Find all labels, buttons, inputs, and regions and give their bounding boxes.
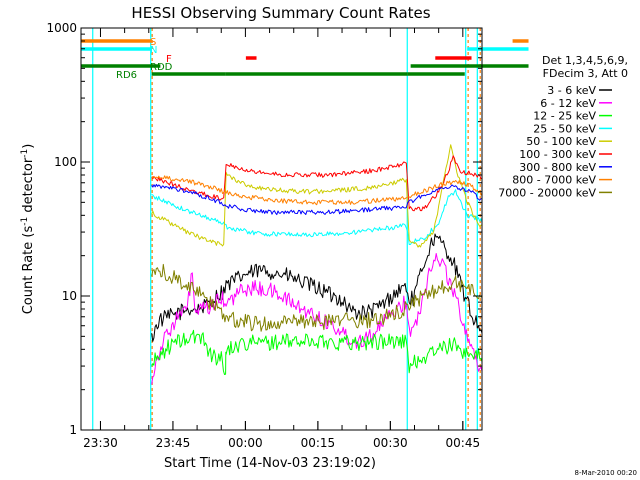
y-tick-label: 1 bbox=[69, 423, 77, 437]
chart-title: HESSI Observing Summary Count Rates bbox=[131, 4, 430, 22]
series-line-2 bbox=[151, 329, 482, 375]
x-tick-label: 00:45 bbox=[446, 436, 481, 450]
x-tick-label: 00:15 bbox=[301, 436, 336, 450]
plot-frame bbox=[80, 27, 483, 431]
y-axis-label-mid: detector bbox=[21, 157, 36, 217]
flag-label-rd6: RD6 bbox=[116, 70, 137, 81]
series-line-5 bbox=[151, 155, 482, 212]
legend-label-2: 12 - 25 keV bbox=[533, 110, 596, 123]
y-axis-ticks: 1 10 100 1000 bbox=[46, 21, 482, 437]
x-tick-label: 00:00 bbox=[228, 436, 263, 450]
y-tick-label: 10 bbox=[62, 289, 77, 303]
y-axis-label-end: ) bbox=[21, 144, 36, 149]
x-tick-label: 23:30 bbox=[83, 436, 118, 450]
flag-label-rdd: RDD bbox=[150, 62, 173, 73]
legend-label-5: 100 - 300 keV bbox=[519, 148, 596, 161]
series-line-0 bbox=[151, 233, 482, 342]
y-axis-label-sup2: -1 bbox=[20, 149, 30, 158]
flag-label-f: F bbox=[166, 54, 172, 65]
series-line-7 bbox=[151, 175, 482, 206]
legend: Det 1,3,4,5,6,9, FDecim 3, Att 0 3 - 6 k… bbox=[498, 54, 628, 199]
legend-label-1: 6 - 12 keV bbox=[540, 97, 596, 110]
y-axis-label: Count Rate (s-1 detector-1) bbox=[20, 144, 36, 315]
legend-header-line-2: FDecim 3, Att 0 bbox=[543, 67, 628, 80]
y-tick-label: 1000 bbox=[46, 21, 77, 35]
series-layer bbox=[151, 144, 482, 385]
night-lines bbox=[92, 28, 481, 430]
series-line-3 bbox=[151, 189, 482, 245]
flag-label-s: S bbox=[150, 37, 156, 48]
x-tick-label: 23:45 bbox=[156, 436, 191, 450]
legend-header-line-1: Det 1,3,4,5,6,9, bbox=[542, 54, 628, 67]
legend-label-0: 3 - 6 keV bbox=[547, 84, 596, 97]
y-axis-label-sup1: -1 bbox=[20, 217, 30, 226]
legend-label-8: 7000 - 20000 keV bbox=[498, 186, 596, 199]
x-tick-label: 00:30 bbox=[373, 436, 408, 450]
series-line-4 bbox=[151, 144, 482, 248]
x-axis-ticks: 23:30 23:45 00:00 00:15 00:30 00:45 bbox=[83, 28, 480, 450]
series-line-8 bbox=[151, 263, 482, 332]
flag-label-n: N bbox=[150, 45, 157, 56]
footer-date: 8-Mar-2010 00:20 bbox=[575, 469, 637, 477]
y-axis-label-main: Count Rate (s bbox=[21, 226, 36, 315]
x-axis-label: Start Time (14-Nov-03 23:19:02) bbox=[164, 456, 376, 471]
legend-label-6: 300 - 800 keV bbox=[519, 161, 596, 174]
series-line-6 bbox=[151, 183, 482, 216]
legend-label-4: 50 - 100 keV bbox=[526, 135, 596, 148]
legend-label-7: 800 - 7000 keV bbox=[512, 174, 596, 187]
legend-label-3: 25 - 50 keV bbox=[533, 122, 596, 135]
y-tick-label: 100 bbox=[54, 155, 77, 169]
